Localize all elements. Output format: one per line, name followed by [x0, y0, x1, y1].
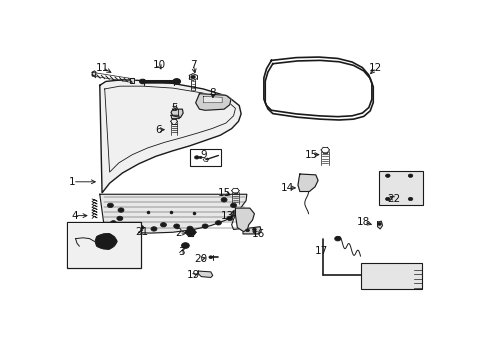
Circle shape	[138, 225, 143, 230]
Circle shape	[173, 224, 180, 228]
Polygon shape	[377, 221, 382, 229]
Polygon shape	[243, 227, 261, 234]
Text: 13: 13	[221, 211, 234, 221]
Circle shape	[96, 243, 102, 247]
Circle shape	[245, 229, 249, 232]
Circle shape	[111, 239, 117, 244]
Circle shape	[160, 222, 166, 227]
Polygon shape	[171, 109, 183, 117]
Bar	[379, 171, 422, 204]
Bar	[68, 223, 139, 267]
Polygon shape	[195, 94, 230, 110]
Circle shape	[226, 216, 232, 221]
Polygon shape	[130, 78, 134, 82]
Text: 15: 15	[217, 188, 230, 198]
Circle shape	[105, 233, 111, 238]
Text: 20: 20	[194, 254, 207, 264]
Text: 1: 1	[69, 177, 76, 187]
Polygon shape	[100, 80, 241, 193]
Circle shape	[407, 197, 412, 201]
Text: 2: 2	[175, 228, 182, 238]
Polygon shape	[100, 194, 246, 233]
Text: 19: 19	[186, 270, 199, 280]
Text: 11: 11	[95, 63, 108, 73]
Polygon shape	[92, 71, 96, 76]
Circle shape	[190, 75, 195, 79]
Polygon shape	[198, 271, 212, 278]
Circle shape	[188, 231, 193, 234]
Text: 15: 15	[304, 150, 317, 159]
Polygon shape	[203, 96, 222, 103]
Circle shape	[194, 156, 199, 159]
Circle shape	[385, 174, 389, 177]
Circle shape	[173, 79, 180, 84]
Circle shape	[385, 197, 389, 201]
Text: 22: 22	[386, 194, 400, 204]
Circle shape	[139, 79, 145, 84]
Circle shape	[407, 174, 412, 177]
Circle shape	[186, 229, 195, 235]
Text: 17: 17	[315, 246, 328, 256]
Bar	[67, 222, 141, 268]
Circle shape	[124, 224, 130, 228]
Circle shape	[232, 210, 238, 215]
Polygon shape	[171, 115, 179, 118]
Text: 3: 3	[178, 247, 184, 257]
Circle shape	[252, 228, 256, 231]
Text: 18: 18	[356, 217, 369, 227]
Circle shape	[100, 237, 111, 246]
Circle shape	[151, 227, 157, 231]
Text: 8: 8	[209, 88, 216, 98]
Text: 4: 4	[71, 211, 78, 221]
Text: 14: 14	[281, 183, 294, 193]
Circle shape	[334, 237, 340, 241]
Circle shape	[215, 221, 221, 225]
Circle shape	[199, 156, 202, 158]
Polygon shape	[235, 208, 254, 232]
Circle shape	[377, 222, 381, 225]
Text: 10: 10	[152, 60, 165, 70]
Text: 16: 16	[251, 229, 264, 239]
Polygon shape	[72, 236, 80, 240]
Circle shape	[118, 208, 124, 212]
Circle shape	[230, 203, 236, 208]
Circle shape	[221, 198, 226, 202]
Circle shape	[202, 224, 208, 228]
Circle shape	[117, 216, 122, 221]
Text: 21: 21	[135, 227, 148, 237]
Bar	[189, 149, 221, 166]
Circle shape	[208, 256, 212, 258]
Text: 5: 5	[171, 103, 178, 113]
Circle shape	[107, 203, 113, 208]
Text: 9: 9	[200, 150, 206, 159]
Text: 6: 6	[155, 125, 162, 135]
Circle shape	[110, 221, 116, 225]
Circle shape	[186, 226, 193, 231]
Circle shape	[96, 235, 102, 240]
Circle shape	[95, 234, 116, 249]
Polygon shape	[297, 174, 317, 192]
Text: 7: 7	[189, 60, 196, 70]
Bar	[360, 263, 421, 289]
Text: 12: 12	[368, 63, 382, 73]
Circle shape	[181, 243, 189, 248]
Circle shape	[105, 245, 111, 249]
